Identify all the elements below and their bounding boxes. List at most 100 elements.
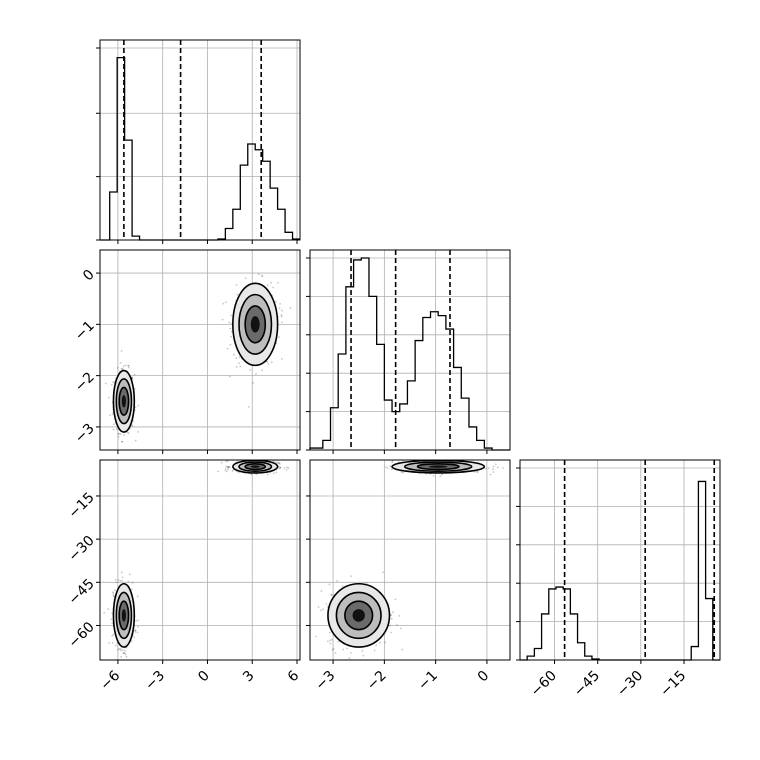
sample-point [128,573,131,576]
sample-point [279,467,282,469]
sample-point [446,454,448,456]
sample-point [229,327,232,330]
sample-point [111,383,113,386]
sample-point [346,647,348,650]
sample-point [331,638,333,641]
sample-point [116,366,119,369]
y-tick-label: −1 [72,318,98,344]
density-contour [121,395,126,408]
sample-point [115,428,118,431]
sample-point [244,277,247,280]
sample-point [131,425,134,427]
sample-point [257,273,260,276]
sample-point [111,612,114,615]
sample-point [249,369,251,371]
joint-panel-0-1 [104,273,292,443]
sample-point [235,365,238,368]
sample-point [127,364,130,367]
sample-point [238,356,241,359]
sample-point [225,465,228,468]
sample-point [270,361,273,364]
sample-point [278,467,281,470]
sample-point [235,357,238,360]
sample-point [279,302,282,305]
sample-point [112,594,115,597]
sample-point [390,617,393,620]
sample-point [280,357,283,360]
sample-point [382,571,385,574]
x-tick-label: −15 [657,668,689,700]
sample-point [238,458,240,460]
sample-point [272,286,275,289]
x-tick-label: 6 [285,668,303,686]
y-tick-label: −30 [66,533,98,565]
sample-point [489,473,492,476]
density-contour [352,609,365,622]
joint-0-1-frame [99,249,301,451]
sample-point [121,664,123,666]
sample-point [280,315,283,318]
sample-point [103,611,106,614]
sample-point [237,471,240,474]
sample-point [122,652,125,654]
sample-point [492,468,494,471]
y-tick-label: 0 [80,267,98,285]
sample-point [278,307,281,310]
sample-point [329,642,332,645]
sample-point [137,431,140,433]
sample-point [226,465,229,468]
sample-point [399,627,402,630]
sample-point [120,571,123,574]
sample-point [136,595,139,598]
sample-point [514,469,516,471]
sample-point [127,364,130,367]
sample-point [334,652,337,655]
sample-point [111,413,114,416]
histogram-2 [520,480,720,661]
sample-point [123,652,126,655]
sample-point [224,469,227,472]
sample-point [134,439,137,442]
sample-point [134,629,137,632]
sample-point [384,641,387,644]
sample-point [137,626,139,628]
x-tick-label: −1 [415,668,441,694]
sample-point [120,367,123,370]
sample-point [287,467,290,469]
sample-point [112,592,115,595]
joint-panel-1-2 [314,454,516,660]
x-tick-label: 0 [195,668,213,686]
sample-point [289,307,292,309]
sample-point [136,631,139,634]
sample-point [110,618,113,621]
sample-point [276,461,279,464]
hist-1-frame [309,249,511,451]
sample-point [228,375,231,378]
sample-point [392,454,394,456]
sample-point [133,387,136,390]
sample-point [264,457,266,459]
density-contour [250,465,260,468]
sample-point [432,475,435,477]
hist-2-frame [519,459,721,661]
sample-point [230,335,232,338]
sample-point [270,281,272,284]
x-tick-label: −6 [97,668,123,694]
sample-point [112,428,115,431]
sample-point [221,318,224,321]
sample-point [224,467,227,470]
sample-point [131,376,134,379]
sample-point [117,435,120,438]
sample-point [402,471,405,474]
sample-point [320,590,323,592]
sample-point [260,274,263,277]
sample-point [273,472,275,475]
sample-point [398,615,401,617]
sample-point [121,440,124,443]
histogram-1 [309,257,510,451]
sample-point [350,575,352,578]
sample-point [322,608,325,611]
sample-point [337,640,340,643]
sample-point [124,653,127,656]
sample-point [349,652,352,654]
